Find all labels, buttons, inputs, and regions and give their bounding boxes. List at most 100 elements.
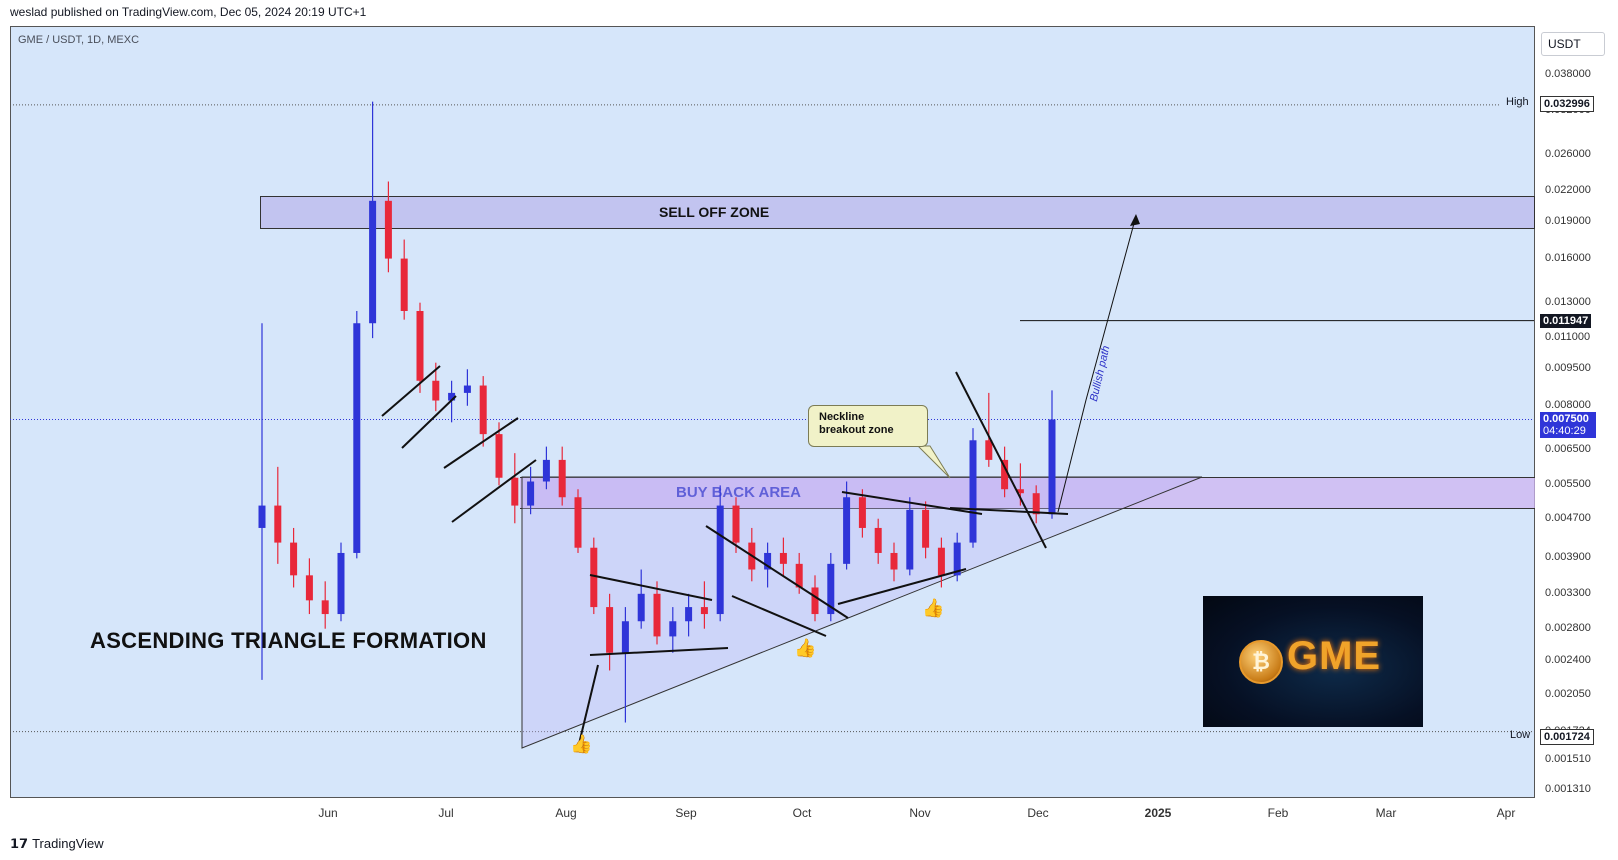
y-tick-label: 0.026000 — [1545, 148, 1591, 161]
callout-pointer — [916, 445, 951, 479]
candle-body — [416, 310, 424, 381]
bar-countdown: 04:40:29 — [1543, 425, 1586, 437]
thumbs-up-icon: 👍 — [922, 597, 944, 619]
sell-off-zone-label: SELL OFF ZONE — [659, 204, 770, 220]
x-tick-label: Nov — [909, 806, 931, 820]
neckline-callout: Neckline breakout zone — [808, 405, 928, 447]
trend-line — [705, 525, 849, 619]
trend-line — [589, 574, 713, 601]
tradingview-logo-icon: 𝟭𝟳 — [10, 836, 29, 851]
candle-body — [463, 385, 471, 393]
sell-off-zone: SELL OFF ZONE — [260, 196, 1535, 229]
current-price: 0.007500 — [1543, 413, 1589, 425]
candle-body — [258, 505, 266, 528]
candle-body — [1048, 419, 1056, 515]
candle-body — [274, 505, 282, 543]
candle-body — [653, 593, 661, 637]
candle-body — [843, 497, 851, 564]
y-tick-label: 0.003900 — [1545, 551, 1591, 564]
candle-body — [937, 547, 945, 576]
low-price-box: 0.001724 — [1540, 729, 1594, 745]
candle-body — [732, 505, 740, 543]
trend-line — [401, 395, 457, 449]
candle-body — [574, 497, 582, 548]
candle-body — [621, 621, 629, 653]
candle-body — [795, 563, 803, 588]
candle-body — [558, 459, 566, 498]
candle-body — [637, 593, 645, 622]
candle-body — [969, 440, 977, 543]
candle-body — [369, 200, 377, 324]
gme-logo-image: ₿ GME — [1203, 596, 1423, 727]
trend-line — [443, 417, 519, 469]
trend-line — [949, 507, 1069, 515]
trend-line — [451, 459, 537, 523]
y-tick-label: 0.002050 — [1545, 687, 1591, 700]
candle-body — [384, 200, 392, 259]
candle-body — [716, 505, 724, 615]
candle-body — [321, 600, 329, 615]
bullish-path-arrow — [1057, 215, 1137, 513]
candle-body — [432, 380, 440, 401]
x-tick-label: Jul — [438, 806, 454, 820]
y-tick-label: 0.038000 — [1545, 67, 1591, 80]
callout-line-1: Neckline — [819, 411, 865, 423]
currency-button[interactable]: USDT — [1541, 32, 1605, 56]
trend-line — [955, 371, 1047, 549]
x-tick-label: Apr — [1496, 806, 1516, 820]
candle-body — [858, 497, 866, 528]
x-tick-label: 2025 — [1144, 806, 1172, 820]
candle-body — [669, 621, 677, 637]
low-label: Low — [1510, 729, 1531, 741]
x-tick-label: Feb — [1267, 806, 1289, 820]
buy-back-zone: BUY BACK AREA — [520, 477, 1535, 509]
thumbs-up-icon: 👍 — [794, 637, 816, 659]
trend-line — [381, 365, 441, 417]
candle-body — [542, 459, 550, 482]
x-tick-label: Aug — [555, 806, 577, 820]
candle-body — [764, 552, 772, 570]
candle-body — [685, 607, 693, 622]
y-tick-label: 0.008000 — [1545, 398, 1591, 411]
candle-body — [811, 587, 819, 615]
candle-body — [827, 563, 835, 615]
high-label: High — [1506, 96, 1529, 108]
x-tick-label: Oct — [792, 806, 812, 820]
candle-body — [1016, 489, 1024, 494]
candle-body — [290, 542, 298, 576]
candle-body — [1032, 493, 1040, 515]
buy-back-zone-label: BUY BACK AREA — [676, 484, 801, 501]
candle-body — [874, 527, 882, 553]
level-price-box: 0.011947 — [1540, 314, 1592, 328]
y-tick-label: 0.013000 — [1545, 295, 1591, 308]
y-tick-label: 0.005500 — [1545, 478, 1591, 491]
candle-body — [906, 509, 914, 570]
symbol-label[interactable]: GME / USDT, 1D, MEXC — [18, 34, 140, 46]
x-tick-label: Dec — [1027, 806, 1049, 820]
candle-body — [448, 392, 456, 401]
y-tick-label: 0.022000 — [1545, 183, 1591, 196]
candle-body — [511, 477, 519, 506]
candle-body — [700, 607, 708, 615]
y-tick-label: 0.006500 — [1545, 442, 1591, 455]
y-tick-label: 0.002400 — [1545, 654, 1591, 667]
current-price-box: 0.007500 04:40:29 — [1540, 412, 1596, 438]
candle-body — [890, 552, 898, 570]
candle-body — [495, 434, 503, 478]
x-tick-label: Jun — [318, 806, 338, 820]
tradingview-brand[interactable]: 𝟭𝟳 TradingView — [10, 836, 104, 852]
brand-text: TradingView — [32, 836, 104, 851]
trend-line — [837, 568, 967, 605]
y-tick-label: 0.011000 — [1545, 331, 1591, 344]
y-tick-label: 0.003300 — [1545, 586, 1591, 599]
x-tick-label: Mar — [1375, 806, 1397, 820]
y-tick-label: 0.004700 — [1545, 511, 1591, 524]
candle-body — [1001, 459, 1009, 490]
publisher-line: weslad published on TradingView.com, Dec… — [10, 5, 367, 19]
candle-body — [606, 607, 614, 653]
trend-line — [731, 595, 827, 637]
y-tick-label: 0.019000 — [1545, 215, 1591, 228]
trend-line — [589, 647, 729, 656]
candle-body — [922, 509, 930, 548]
